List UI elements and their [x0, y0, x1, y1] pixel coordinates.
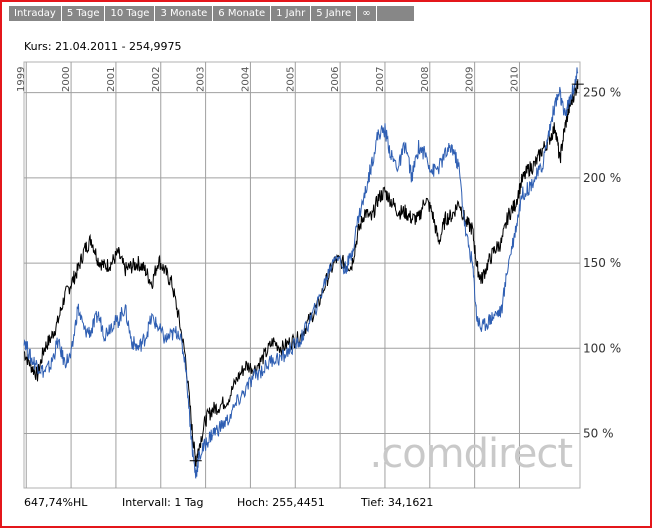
y-tick-label: 250 %	[583, 86, 621, 100]
x-tick-label: 2009	[465, 67, 476, 92]
tab-5-jahre[interactable]: 5 Jahre	[311, 6, 357, 21]
high-marker	[571, 79, 584, 90]
y-tick-label: 100 %	[583, 341, 621, 355]
timerange-tabs: Intraday 5 Tage 10 Tage 3 Monate 6 Monat…	[9, 6, 414, 21]
hl-markers	[189, 79, 584, 466]
y-tick-label: 150 %	[583, 256, 621, 270]
tab-3-monate[interactable]: 3 Monate	[155, 6, 213, 21]
footer-hoch: Hoch: 255,4451	[237, 496, 325, 509]
x-tick-labels: 1999 2000 2001 2002 2003 2004 2005 2006 2007 2008…	[16, 67, 520, 92]
y-tick-label: 200 %	[583, 171, 621, 185]
footer-tief: Tief: 34,1621	[361, 496, 434, 509]
x-tick-label: 2006	[330, 67, 341, 92]
x-tick-label: 2000	[61, 67, 72, 92]
x-tick-label: 2010	[509, 67, 520, 92]
tabbar-filler	[376, 6, 414, 21]
plot-area	[23, 61, 581, 489]
tab-max[interactable]: ∞	[357, 6, 376, 21]
x-tick-label: 2005	[285, 67, 296, 92]
tab-intraday[interactable]: Intraday	[9, 6, 61, 21]
tab-1-jahr[interactable]: 1 Jahr	[271, 6, 311, 21]
tab-6-monate[interactable]: 6 Monate	[213, 6, 271, 21]
x-tick-label: 2003	[196, 67, 207, 92]
x-tick-label: 1999	[16, 67, 27, 92]
footer-hl: 647,74%HL	[24, 496, 88, 509]
y-tick-label: 50 %	[583, 426, 614, 440]
footer-intervall: Intervall: 1 Tag	[122, 496, 204, 509]
x-tick-label: 2001	[106, 67, 117, 92]
low-marker	[189, 455, 202, 466]
comdirect-watermark: .comdirect	[370, 431, 573, 477]
price-header: Kurs: 21.04.2011 - 254,9975	[24, 40, 182, 53]
grid-lines	[24, 62, 580, 488]
y-tick-labels: 50 % 100 % 150 % 200 % 250 %	[583, 86, 621, 441]
x-tick-label: 2002	[151, 67, 162, 92]
x-tick-label: 2008	[420, 67, 431, 92]
tab-5-tage[interactable]: 5 Tage	[61, 6, 105, 21]
price-series-line	[23, 67, 579, 479]
price-series-line	[23, 80, 579, 467]
tab-10-tage[interactable]: 10 Tage	[105, 6, 155, 21]
x-tick-label: 2004	[240, 67, 251, 92]
series-group	[23, 67, 579, 479]
x-tick-label: 2007	[375, 67, 386, 92]
